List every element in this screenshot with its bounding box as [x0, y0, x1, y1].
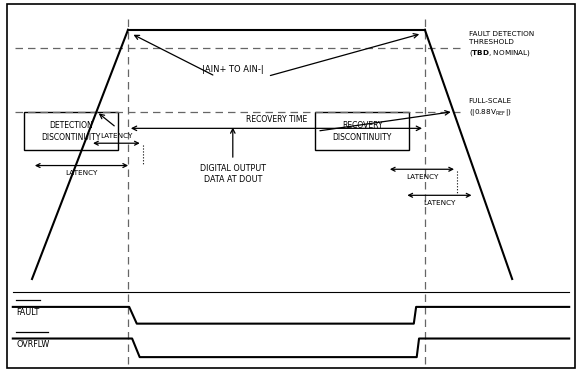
FancyBboxPatch shape	[7, 4, 575, 368]
Text: DETECTION
DISCONTINUITY: DETECTION DISCONTINUITY	[41, 121, 101, 141]
Text: LATENCY: LATENCY	[100, 133, 133, 139]
FancyBboxPatch shape	[315, 112, 409, 150]
Text: LATENCY: LATENCY	[406, 174, 438, 180]
Text: DIGITAL OUTPUT
DATA AT DOUT: DIGITAL OUTPUT DATA AT DOUT	[200, 164, 266, 185]
Text: LATENCY: LATENCY	[65, 170, 98, 176]
Text: RECOVERY
DISCONTINUITY: RECOVERY DISCONTINUITY	[332, 121, 392, 141]
Text: LATENCY: LATENCY	[423, 200, 456, 206]
Text: RECOVERY TIME: RECOVERY TIME	[246, 115, 307, 124]
Text: FULL-SCALE
(|0.88V$_{\mathrm{REF}}$|): FULL-SCALE (|0.88V$_{\mathrm{REF}}$|)	[469, 98, 512, 118]
Text: FAULT DETECTION
THRESHOLD
($\mathbf{TBD}$, NOMINAL): FAULT DETECTION THRESHOLD ($\mathbf{TBD}…	[469, 31, 534, 58]
Text: |AIN+ TO AIN-|: |AIN+ TO AIN-|	[202, 65, 264, 74]
Text: OVRFLW: OVRFLW	[16, 340, 49, 349]
FancyBboxPatch shape	[24, 112, 118, 150]
Text: FAULT: FAULT	[16, 308, 40, 317]
